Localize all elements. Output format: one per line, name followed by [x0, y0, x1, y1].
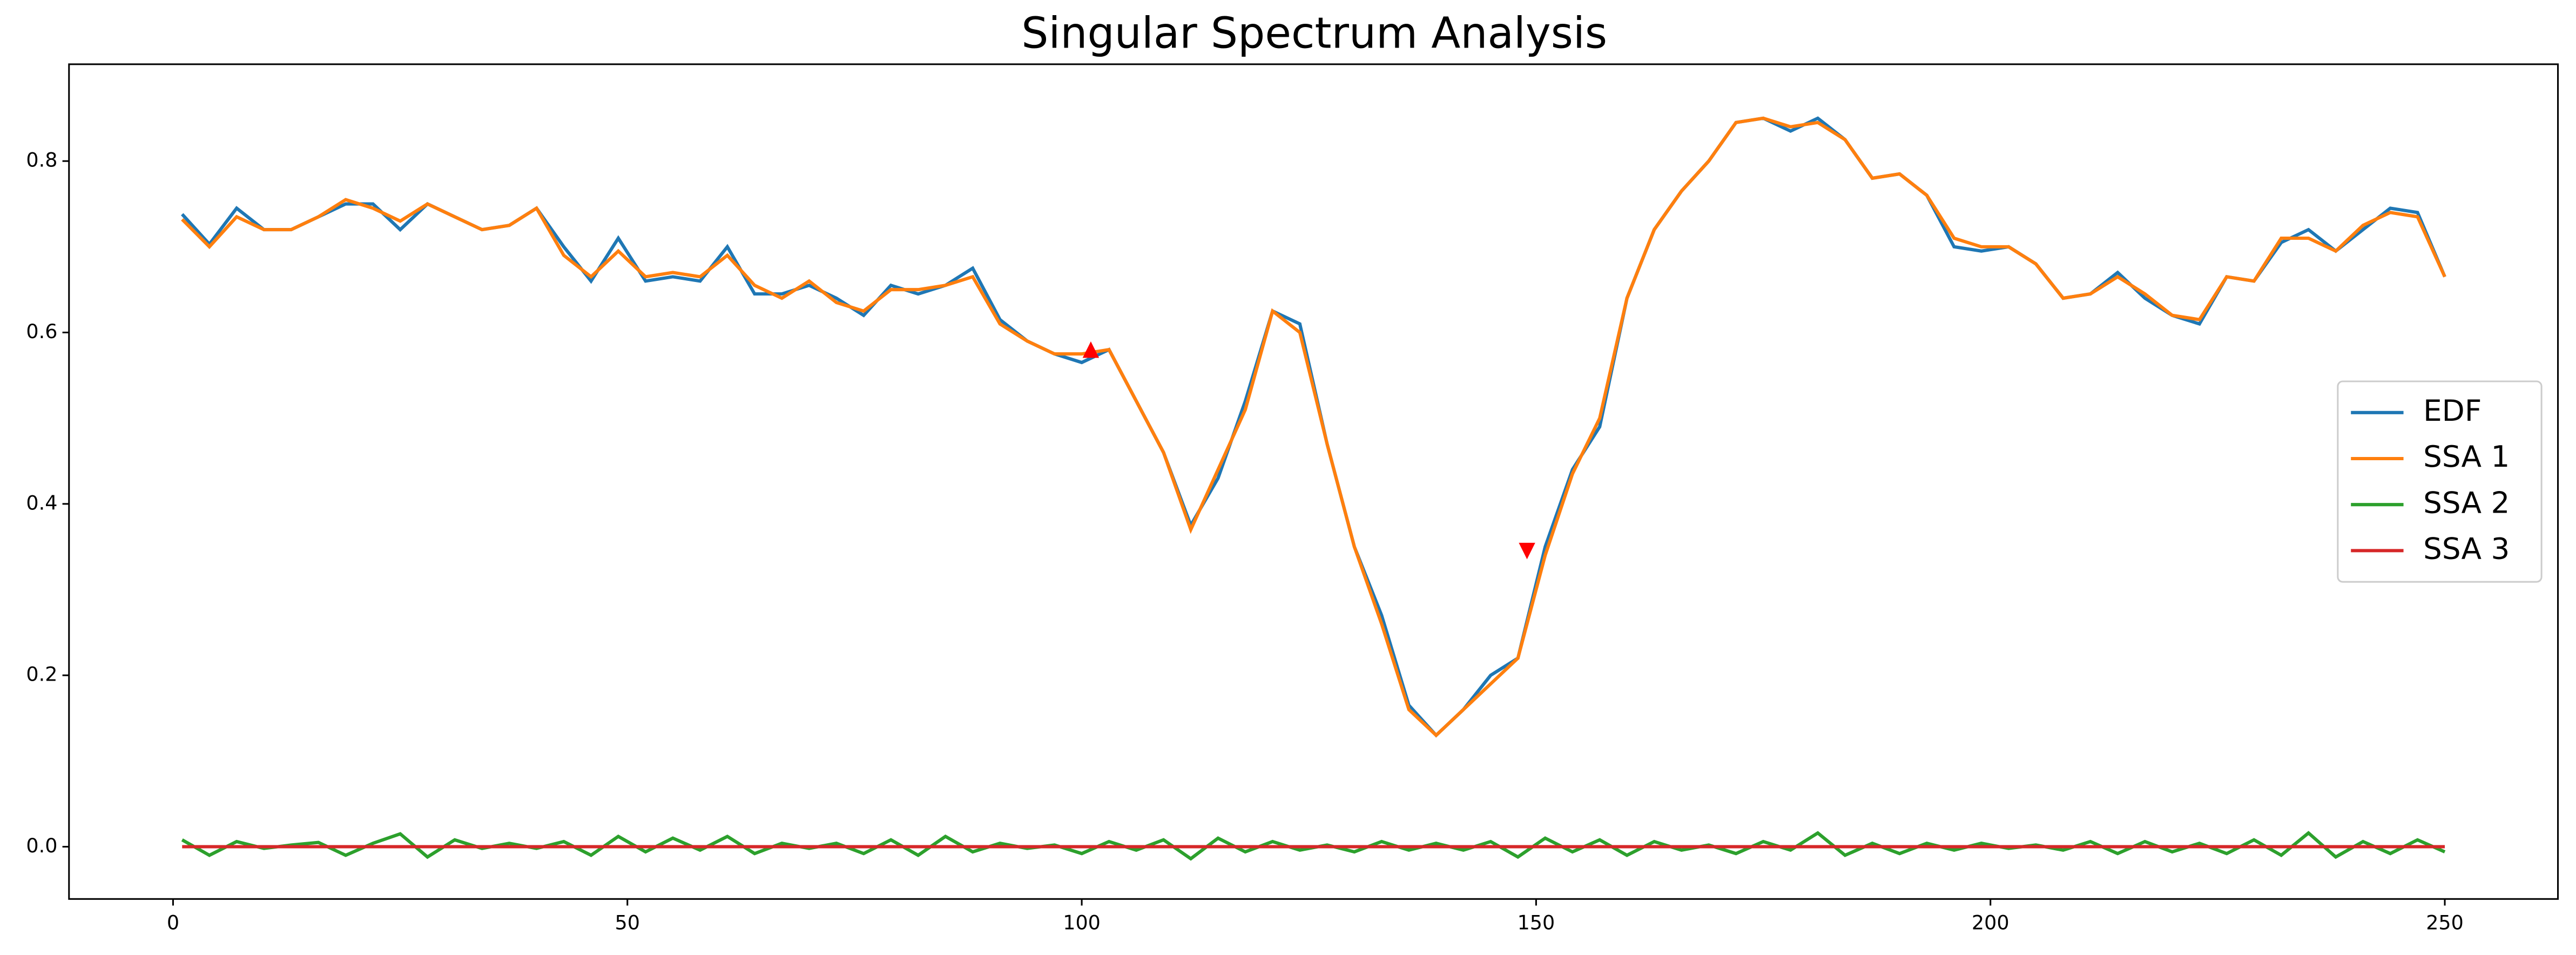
legend-label: SSA 3: [2423, 532, 2510, 566]
y-tick-label: 0.8: [26, 149, 57, 172]
marker: [1082, 341, 1100, 358]
y-tick-label: 0.4: [26, 491, 57, 514]
x-tick-label: 150: [1518, 911, 1555, 934]
series-line: [181, 116, 2446, 738]
marker: [1519, 542, 1535, 560]
axes-frame: [68, 63, 2559, 900]
x-tick-label: 50: [615, 911, 640, 934]
y-tick-label: 0.2: [26, 663, 57, 686]
x-tick-label: 250: [2426, 911, 2464, 934]
x-tick-label: 100: [1063, 911, 1101, 934]
y-tick-label: 0.6: [26, 320, 57, 343]
x-tick-label: 200: [1972, 911, 2009, 934]
legend-label: SSA 2: [2423, 485, 2510, 520]
legend-box: [2337, 380, 2543, 583]
x-tick-label: 0: [167, 911, 179, 934]
legend-label: SSA 1: [2423, 439, 2510, 474]
legend-label: EDF: [2423, 393, 2481, 428]
chart-title: Singular Spectrum Analysis: [1021, 9, 1607, 58]
y-tick-label: 0.0: [26, 834, 57, 857]
